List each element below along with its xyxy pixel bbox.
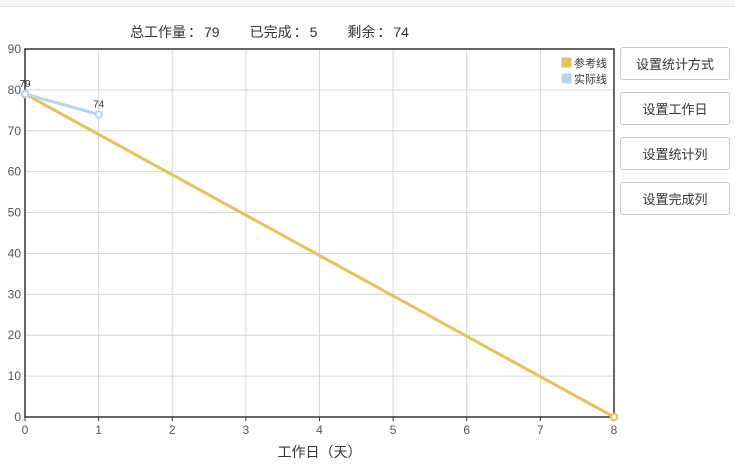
legend-label-0: 参考线 — [574, 56, 607, 70]
series-1-data-label-1: 74 — [93, 99, 105, 110]
done-sep: ： — [293, 24, 308, 40]
x-tick-label-6: 6 — [463, 423, 470, 437]
series-line-0 — [24, 92, 615, 419]
x-tick-label-2: 2 — [169, 423, 176, 437]
y-tick-label-5: 50 — [8, 206, 22, 220]
total-work-label: 总工作量 — [130, 24, 186, 40]
series-1-point-0 — [20, 89, 30, 99]
x-tick-label-5: 5 — [390, 423, 397, 437]
remain-sep: ： — [377, 24, 392, 40]
y-tick-label-8: 80 — [8, 83, 22, 97]
y-tick-label-6: 60 — [8, 165, 22, 179]
x-tick-label-4: 4 — [316, 423, 323, 437]
series-1-data-label-0: 79 — [19, 79, 31, 90]
total-work-sep: ： — [188, 24, 202, 40]
top-strip — [0, 0, 735, 7]
y-tick-label-4: 40 — [8, 246, 22, 260]
y-tick-label-0: 0 — [14, 410, 21, 424]
series-1-point-1 — [94, 110, 103, 119]
done-label: 已完成 — [249, 24, 292, 40]
series-0-point-1 — [609, 412, 619, 422]
remain-label: 剩余 — [347, 24, 376, 40]
done-value: 5 — [309, 24, 318, 40]
x-tick-label-0: 0 — [22, 423, 29, 437]
x-tick-label-3: 3 — [243, 423, 250, 437]
set-workday-button[interactable]: 设置工作日 — [620, 92, 730, 125]
series-line-1 — [24, 92, 100, 116]
y-tick-label-1: 10 — [8, 369, 22, 383]
y-tick-label-9: 90 — [8, 42, 22, 56]
x-tick-label-7: 7 — [537, 423, 544, 437]
x-tick-label-8: 8 — [611, 423, 618, 437]
legend-swatch-0 — [560, 56, 573, 69]
x-tick-label-1: 1 — [95, 423, 102, 437]
y-tick-label-7: 70 — [8, 124, 22, 138]
total-work-stat: 总工作量： 79 — [130, 22, 220, 42]
legend-label-1: 实际线 — [574, 72, 607, 86]
settings-button-group: 设置统计方式 设置工作日 设置统计列 设置完成列 — [620, 47, 730, 215]
set-stat-method-button[interactable]: 设置统计方式 — [620, 47, 730, 80]
total-work-value: 79 — [204, 24, 220, 40]
legend-swatch-1 — [560, 72, 573, 85]
remain-stat: 剩余： 74 — [347, 22, 409, 42]
y-tick-label-2: 20 — [8, 328, 22, 342]
x-axis-label: 工作日（天） — [278, 444, 362, 460]
set-stat-column-button[interactable]: 设置统计列 — [620, 137, 730, 170]
y-tick-label-3: 30 — [8, 287, 22, 301]
done-stat: 已完成： 5 — [250, 22, 318, 42]
set-done-column-button[interactable]: 设置完成列 — [620, 182, 730, 215]
remain-value: 74 — [393, 24, 409, 40]
summary-bar: 总工作量： 79 已完成： 5 剩余： 74 — [130, 22, 409, 42]
